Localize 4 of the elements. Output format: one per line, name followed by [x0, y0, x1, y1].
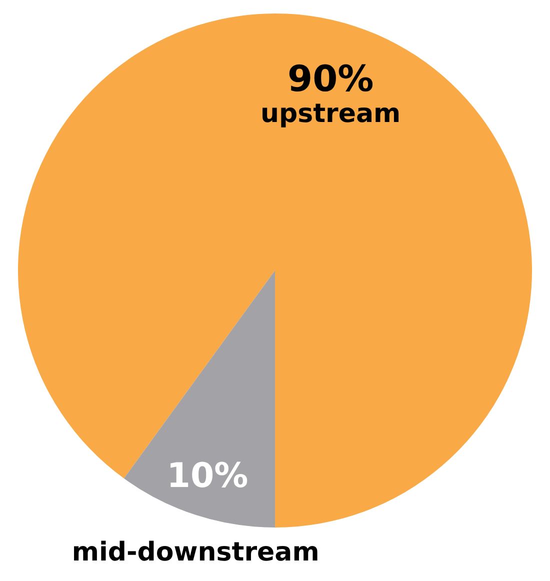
slice-label: mid-downstream	[72, 537, 320, 568]
data-label: 10%	[166, 456, 248, 496]
slice-label: upstream	[260, 99, 401, 130]
data-label: 90%	[288, 58, 374, 100]
